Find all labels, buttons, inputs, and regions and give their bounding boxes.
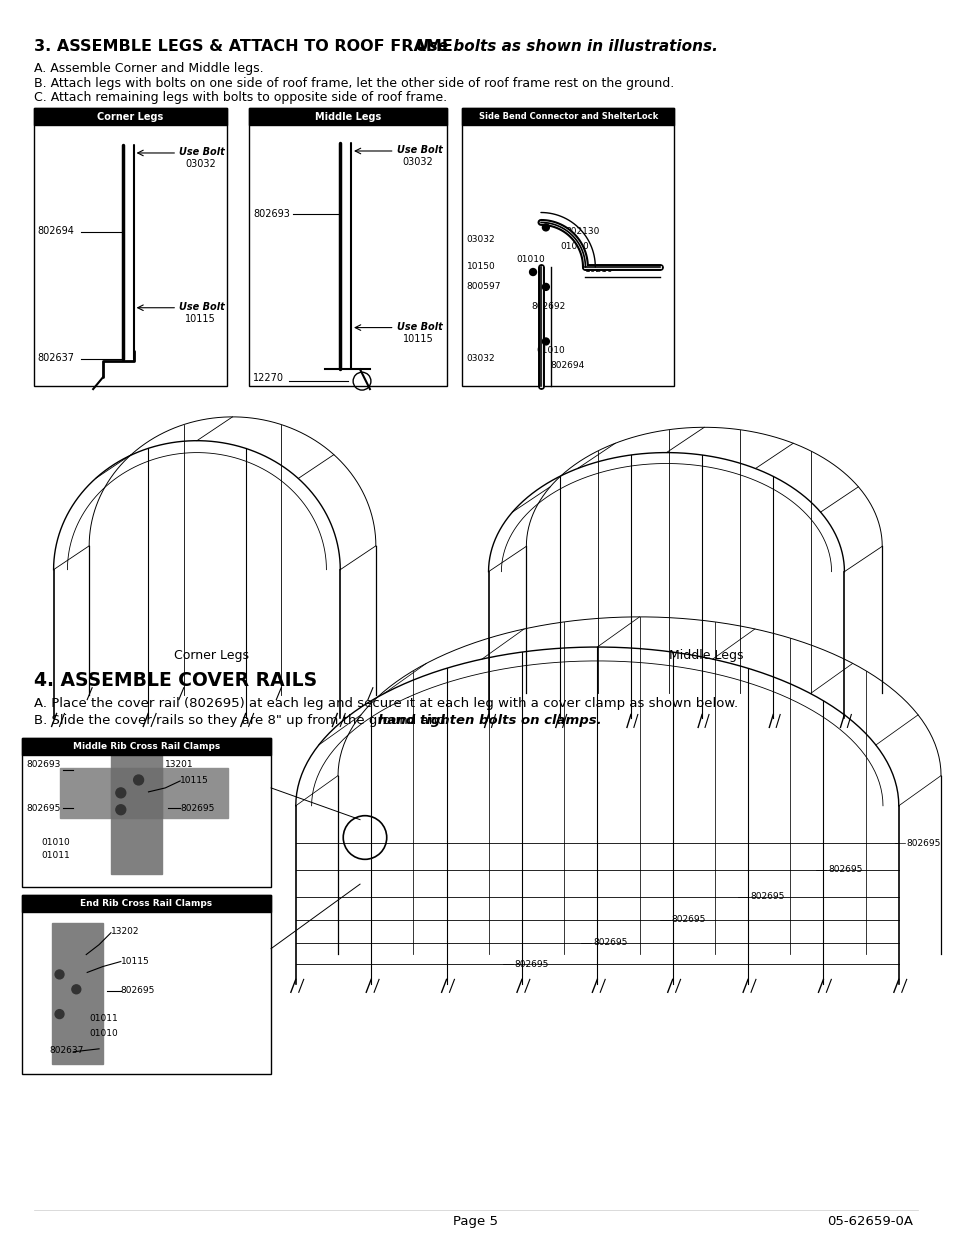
Text: Use Bolt: Use Bolt — [179, 301, 225, 311]
Text: Use Bolt: Use Bolt — [179, 147, 225, 157]
Text: Middle Rib Cross Rail Clamps: Middle Rib Cross Rail Clamps — [72, 742, 220, 751]
Circle shape — [529, 268, 536, 275]
Circle shape — [542, 338, 549, 345]
Text: 01010: 01010 — [42, 837, 71, 846]
Bar — [249, 109, 447, 387]
Text: 802693: 802693 — [253, 209, 290, 219]
Text: 3. ASSEMBLE LEGS & ATTACH TO ROOF FRAME: 3. ASSEMBLE LEGS & ATTACH TO ROOF FRAME — [33, 38, 453, 54]
Circle shape — [115, 788, 126, 798]
Bar — [461, 109, 674, 125]
Text: 802695: 802695 — [121, 987, 155, 995]
Bar — [51, 923, 103, 1063]
Circle shape — [71, 984, 81, 994]
Text: A. Assemble Corner and Middle legs.: A. Assemble Corner and Middle legs. — [33, 62, 263, 74]
Text: 12270: 12270 — [253, 373, 284, 383]
Text: 03032: 03032 — [466, 236, 495, 245]
Text: 802695: 802695 — [26, 804, 60, 813]
Bar — [111, 768, 162, 818]
Text: C. Attach remaining legs with bolts to opposite side of roof frame.: C. Attach remaining legs with bolts to o… — [33, 91, 446, 105]
Text: End Rib Cross Rail Clamps: End Rib Cross Rail Clamps — [80, 899, 213, 908]
Bar — [461, 109, 674, 387]
Bar — [33, 109, 227, 125]
Text: 802695: 802695 — [905, 839, 940, 847]
Text: 802695: 802695 — [827, 866, 862, 874]
Text: 10115: 10115 — [402, 333, 433, 343]
Text: 13201: 13201 — [165, 760, 193, 769]
Text: Use Bolt: Use Bolt — [396, 144, 442, 156]
Text: 802694: 802694 — [550, 362, 584, 370]
Text: 802695: 802695 — [515, 960, 549, 968]
Text: 802637: 802637 — [38, 353, 74, 363]
Text: Corner Legs: Corner Legs — [174, 650, 249, 662]
Circle shape — [55, 969, 64, 979]
Circle shape — [55, 1010, 64, 1019]
Text: Side Bend Connector and ShelterLock: Side Bend Connector and ShelterLock — [478, 112, 657, 121]
Text: 802695: 802695 — [180, 804, 214, 813]
Text: Middle Legs: Middle Legs — [668, 650, 742, 662]
Text: 01011: 01011 — [42, 851, 71, 861]
Text: 10115: 10115 — [185, 314, 215, 324]
Text: Use Bolt: Use Bolt — [396, 321, 442, 332]
Text: 01010: 01010 — [536, 347, 564, 356]
Text: 800597: 800597 — [466, 282, 500, 291]
Bar — [33, 109, 227, 387]
Text: 01010: 01010 — [89, 1029, 118, 1037]
Text: 802693: 802693 — [26, 760, 60, 769]
Text: 01010: 01010 — [560, 242, 589, 251]
Text: 03032: 03032 — [402, 157, 433, 167]
Text: 802695: 802695 — [749, 892, 783, 902]
Text: A. Place the cover rail (802695) at each leg and secure it at each leg with a co: A. Place the cover rail (802695) at each… — [33, 697, 738, 710]
Text: B. Attach legs with bolts on one side of roof frame, let the other side of roof : B. Attach legs with bolts on one side of… — [33, 77, 674, 90]
Text: B. Slide the cover rails so they are 8" up from the ground and: B. Slide the cover rails so they are 8" … — [33, 715, 449, 727]
Text: Page 5: Page 5 — [453, 1214, 497, 1228]
Text: 01010: 01010 — [516, 256, 544, 264]
Bar — [22, 739, 271, 755]
Text: 802130: 802130 — [565, 227, 599, 236]
Circle shape — [542, 284, 549, 290]
Text: 13202: 13202 — [111, 926, 139, 936]
Text: 01011: 01011 — [89, 1014, 118, 1023]
Text: 802692: 802692 — [531, 301, 565, 311]
Text: 05-62659-0A: 05-62659-0A — [827, 1214, 913, 1228]
Circle shape — [133, 776, 143, 785]
Bar — [249, 109, 447, 125]
Bar — [22, 739, 271, 887]
Text: 802637: 802637 — [50, 1046, 84, 1055]
Text: hand tighten bolts on clamps.: hand tighten bolts on clamps. — [377, 715, 600, 727]
Text: 10210: 10210 — [585, 266, 614, 274]
Text: 10115: 10115 — [180, 776, 209, 785]
Text: 802694: 802694 — [38, 226, 74, 236]
Text: Corner Legs: Corner Legs — [97, 112, 163, 122]
Text: 802695: 802695 — [593, 937, 627, 947]
Bar — [59, 768, 228, 818]
Bar — [22, 895, 271, 911]
Text: Middle Legs: Middle Legs — [314, 112, 381, 122]
Bar — [111, 755, 162, 874]
Text: 03032: 03032 — [185, 159, 215, 169]
Text: 10115: 10115 — [121, 957, 150, 966]
Text: 03032: 03032 — [466, 354, 495, 363]
Bar — [22, 895, 271, 1073]
Text: 10150: 10150 — [466, 262, 495, 272]
Text: Use bolts as shown in illustrations.: Use bolts as shown in illustrations. — [411, 38, 718, 54]
Text: 802695: 802695 — [671, 915, 705, 924]
Circle shape — [115, 805, 126, 815]
Text: 4. ASSEMBLE COVER RAILS: 4. ASSEMBLE COVER RAILS — [33, 671, 316, 690]
Circle shape — [542, 224, 549, 231]
